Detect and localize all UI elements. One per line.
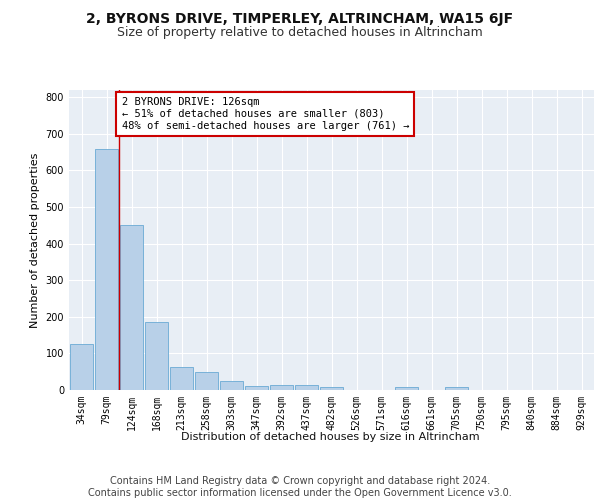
Bar xyxy=(295,385,318,390)
Text: Contains HM Land Registry data © Crown copyright and database right 2024.
Contai: Contains HM Land Registry data © Crown c… xyxy=(88,476,512,498)
Bar xyxy=(245,386,268,390)
Bar xyxy=(120,226,143,390)
Bar xyxy=(395,387,418,390)
Bar xyxy=(95,148,118,390)
Text: Distribution of detached houses by size in Altrincham: Distribution of detached houses by size … xyxy=(181,432,479,442)
Bar xyxy=(270,385,293,390)
Bar xyxy=(320,387,343,390)
Bar xyxy=(170,367,193,390)
Bar xyxy=(220,381,243,390)
Text: 2, BYRONS DRIVE, TIMPERLEY, ALTRINCHAM, WA15 6JF: 2, BYRONS DRIVE, TIMPERLEY, ALTRINCHAM, … xyxy=(86,12,514,26)
Bar xyxy=(145,322,168,390)
Y-axis label: Number of detached properties: Number of detached properties xyxy=(30,152,40,328)
Bar xyxy=(195,372,218,390)
Bar xyxy=(445,387,468,390)
Bar xyxy=(70,344,93,390)
Text: 2 BYRONS DRIVE: 126sqm
← 51% of detached houses are smaller (803)
48% of semi-de: 2 BYRONS DRIVE: 126sqm ← 51% of detached… xyxy=(121,98,409,130)
Text: Size of property relative to detached houses in Altrincham: Size of property relative to detached ho… xyxy=(117,26,483,39)
